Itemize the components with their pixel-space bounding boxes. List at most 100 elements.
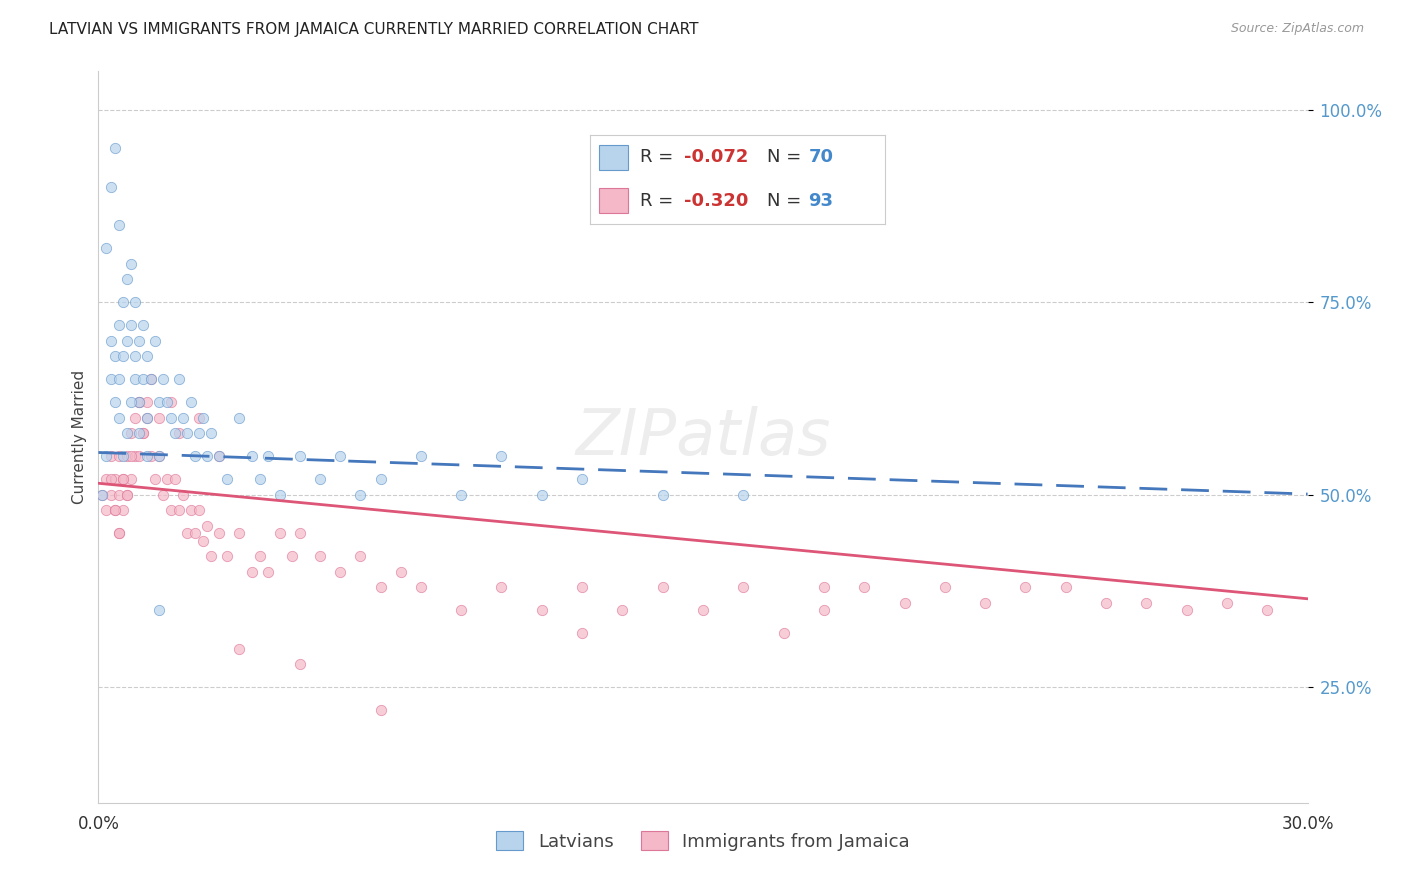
Point	[148, 450, 170, 464]
Point	[128, 395, 150, 409]
Point	[135, 450, 157, 464]
Point	[269, 488, 291, 502]
Point	[370, 703, 392, 717]
Point	[571, 626, 593, 640]
Point	[103, 503, 125, 517]
Point	[107, 488, 129, 502]
Point	[195, 450, 218, 464]
Point	[107, 219, 129, 233]
Point	[269, 526, 291, 541]
Point	[249, 472, 271, 486]
FancyBboxPatch shape	[599, 145, 628, 170]
Point	[167, 372, 190, 386]
Point	[107, 526, 129, 541]
Text: 70: 70	[808, 148, 834, 166]
Point	[152, 488, 174, 502]
Point	[115, 272, 138, 286]
Point	[100, 472, 122, 486]
Point	[96, 472, 118, 486]
Point	[124, 410, 146, 425]
Point	[139, 372, 162, 386]
Text: R =: R =	[640, 192, 679, 210]
Point	[288, 450, 311, 464]
Point	[167, 503, 190, 517]
Point	[156, 395, 179, 409]
Point	[612, 603, 634, 617]
Point	[107, 526, 129, 541]
Point	[139, 372, 162, 386]
Point	[249, 549, 271, 564]
Point	[188, 410, 211, 425]
Point	[188, 503, 211, 517]
Point	[132, 318, 155, 333]
Point	[530, 488, 553, 502]
Point	[228, 410, 250, 425]
Point	[128, 395, 150, 409]
Point	[692, 603, 714, 617]
Point	[96, 503, 118, 517]
Point	[370, 472, 392, 486]
Point	[184, 450, 207, 464]
Point	[103, 349, 125, 363]
Point	[208, 450, 231, 464]
Point	[111, 472, 134, 486]
Point	[124, 450, 146, 464]
Point	[651, 488, 673, 502]
Point	[309, 472, 332, 486]
Point	[491, 450, 513, 464]
Point	[100, 488, 122, 502]
Point	[148, 603, 170, 617]
Point	[813, 580, 835, 594]
Text: -0.320: -0.320	[685, 192, 748, 210]
Point	[893, 596, 915, 610]
Point	[256, 450, 278, 464]
Point	[1175, 603, 1198, 617]
Point	[128, 334, 150, 348]
Point	[128, 426, 150, 441]
Point	[91, 488, 114, 502]
Point	[530, 603, 553, 617]
Point	[120, 472, 142, 486]
Point	[1095, 596, 1118, 610]
Point	[100, 450, 122, 464]
Point	[974, 596, 997, 610]
Point	[571, 580, 593, 594]
Point	[120, 426, 142, 441]
Point	[132, 426, 155, 441]
Point	[571, 472, 593, 486]
Text: LATVIAN VS IMMIGRANTS FROM JAMAICA CURRENTLY MARRIED CORRELATION CHART: LATVIAN VS IMMIGRANTS FROM JAMAICA CURRE…	[49, 22, 699, 37]
Point	[148, 395, 170, 409]
Point	[96, 450, 118, 464]
Point	[772, 626, 794, 640]
Point	[184, 526, 207, 541]
Point	[188, 426, 211, 441]
Y-axis label: Currently Married: Currently Married	[72, 370, 87, 504]
Point	[256, 565, 278, 579]
Point	[180, 395, 202, 409]
Point	[200, 426, 222, 441]
Point	[200, 549, 222, 564]
Point	[156, 472, 179, 486]
Point	[103, 141, 125, 155]
Point	[128, 395, 150, 409]
Point	[148, 410, 170, 425]
Point	[813, 603, 835, 617]
Point	[115, 450, 138, 464]
Point	[240, 565, 263, 579]
Point	[139, 450, 162, 464]
Point	[288, 657, 311, 672]
Text: N =: N =	[768, 148, 807, 166]
Point	[329, 450, 352, 464]
Point	[176, 526, 198, 541]
Point	[120, 395, 142, 409]
Text: ZIPatlas: ZIPatlas	[575, 406, 831, 468]
Point	[1054, 580, 1077, 594]
Point	[389, 565, 412, 579]
Point	[491, 580, 513, 594]
Point	[100, 372, 122, 386]
Point	[288, 526, 311, 541]
Point	[167, 426, 190, 441]
Text: 93: 93	[808, 192, 834, 210]
Point	[100, 179, 122, 194]
Point	[135, 410, 157, 425]
